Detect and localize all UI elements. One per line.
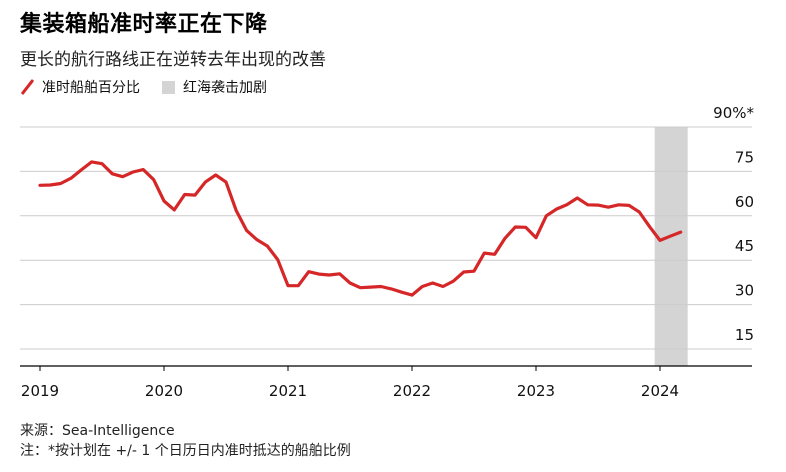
y-tick-label: 60 xyxy=(735,193,754,211)
series-line xyxy=(38,160,683,297)
y-tick-label: 45 xyxy=(735,237,754,255)
x-tick-label: 2024 xyxy=(641,382,679,400)
shaded-region xyxy=(654,127,688,366)
footnote: 注：*按计划在 +/- 1 个日历日内准时抵达的船舶比例 xyxy=(20,443,351,459)
x-tick-label: 2021 xyxy=(269,382,307,400)
x-tick-label: 2020 xyxy=(145,382,183,400)
legend-shade-label: 红海袭击加剧 xyxy=(183,80,267,96)
legend-series-label: 准时船舶百分比 xyxy=(42,80,140,96)
legend: 准时船舶百分比 红海袭击加剧 xyxy=(20,77,289,97)
y-tick-label: 30 xyxy=(735,282,754,300)
x-tick-label: 2022 xyxy=(393,382,431,400)
chart-title: 集装箱船准时率正在下降 xyxy=(20,12,268,37)
y-tick-label: 75 xyxy=(735,148,754,166)
source-note: 来源：Sea-Intelligence xyxy=(20,423,175,439)
chart-subtitle: 更长的航行路线正在逆转去年出现的改善 xyxy=(20,50,326,70)
x-tick-label: 2019 xyxy=(21,382,59,400)
y-tick-label: 15 xyxy=(735,326,754,344)
x-tick-label: 2023 xyxy=(517,382,555,400)
legend-item-series: 准时船舶百分比 xyxy=(20,77,140,97)
y-tick-label: 90%* xyxy=(713,104,754,122)
legend-item-shade: 红海袭击加剧 xyxy=(162,77,267,97)
legend-shade-swatch xyxy=(162,80,175,94)
